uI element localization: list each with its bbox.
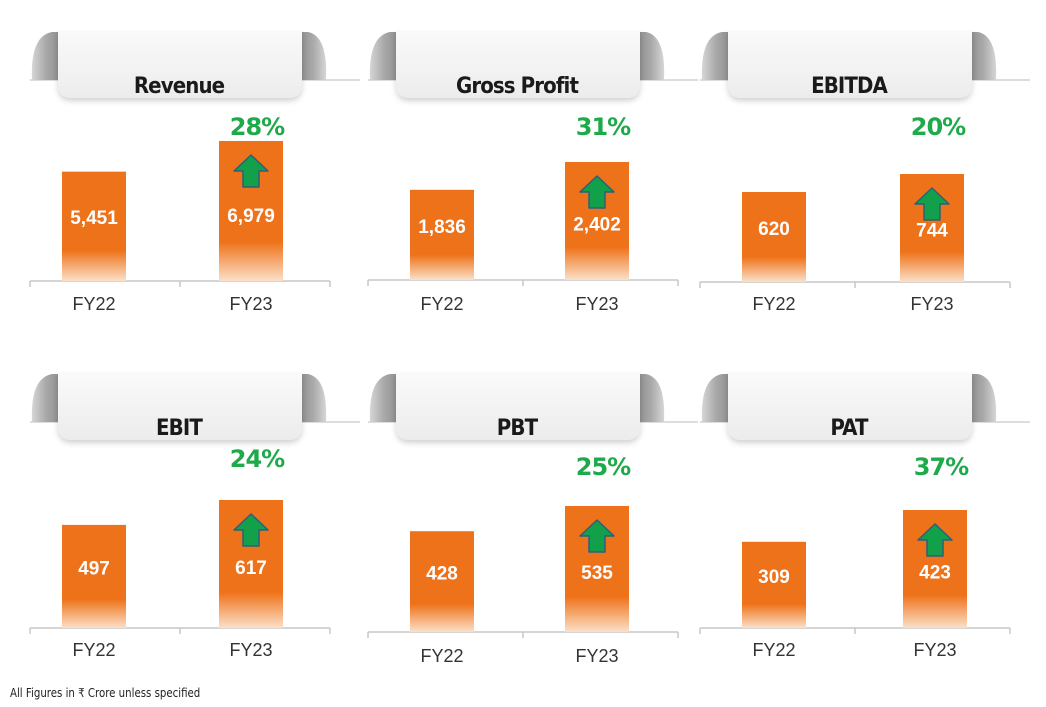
up-arrow-icon: [579, 175, 615, 209]
category-label: FY23: [229, 640, 272, 660]
value-label: 6,979: [227, 206, 275, 227]
value-label: 2,402: [573, 214, 621, 235]
x-axis: [367, 279, 679, 286]
category-label: FY22: [72, 294, 115, 314]
value-label: 5,451: [70, 208, 118, 229]
value-label: 535: [581, 563, 613, 584]
bar-fy22: [742, 541, 806, 628]
bar-fy22: [410, 531, 474, 632]
growth-label: 28%: [230, 113, 285, 141]
category-label: FY23: [913, 640, 956, 660]
category-label: FY22: [72, 640, 115, 660]
gross-profit-panel: Gross Profit 1,836 FY22 2,402 FY23 31%: [367, 30, 698, 350]
pbt-chart: 428 FY22 535 FY23 25%: [367, 453, 679, 666]
revenue-chart: 5,451 FY22 6,979 FY23 28%: [29, 113, 331, 314]
growth-label: 37%: [914, 453, 969, 481]
gross-profit-chart: 1,836 FY22 2,402 FY23 31%: [367, 113, 679, 314]
value-label: 1,836: [418, 217, 466, 238]
x-axis: [29, 280, 331, 287]
chart-title: Revenue: [133, 74, 225, 99]
value-label: 428: [426, 564, 458, 585]
bar-fy22: [410, 189, 474, 280]
up-arrow-icon: [914, 187, 950, 221]
up-arrow-icon: [233, 154, 269, 188]
category-label: FY22: [752, 640, 795, 660]
banner-ribbon: [368, 372, 698, 440]
banner-ribbon: [368, 30, 698, 98]
growth-label: 24%: [230, 445, 285, 473]
x-axis: [29, 627, 331, 634]
category-label: FY23: [575, 294, 618, 314]
up-arrow-icon: [579, 519, 615, 553]
growth-label: 31%: [576, 113, 631, 141]
ebitda-chart: 620 FY22 744 FY23 20%: [699, 113, 1011, 314]
x-axis: [367, 631, 679, 638]
x-axis: [699, 281, 1011, 288]
value-label: 617: [235, 558, 267, 579]
value-label: 497: [78, 558, 110, 579]
chart-title: PBT: [496, 416, 538, 441]
growth-label: 20%: [911, 113, 966, 141]
banner-ribbon: [30, 30, 360, 98]
category-label: FY22: [752, 294, 795, 314]
ebit-panel: EBIT 497 FY22 617 FY23 24%: [29, 372, 360, 692]
up-arrow-icon: [917, 523, 953, 557]
chart-title: EBITDA: [811, 74, 888, 99]
bar-fy22: [62, 524, 126, 628]
pat-panel: PAT 309 FY22 423 FY23 37%: [699, 372, 1030, 692]
value-label: 744: [916, 221, 948, 242]
ebitda-panel: EBITDA 620 FY22 744 FY23 20%: [699, 30, 1030, 350]
category-label: FY23: [910, 294, 953, 314]
footnote: All Figures in ₹ Crore unless specified: [10, 686, 201, 700]
chart-title: EBIT: [156, 416, 203, 441]
pat-chart: 309 FY22 423 FY23 37%: [699, 453, 1011, 660]
revenue-panel: Revenue 5,451 FY22 6,979 FY23 28%: [29, 30, 360, 350]
banner-ribbon: [700, 372, 1030, 440]
chart-title: PAT: [830, 416, 868, 441]
x-axis: [699, 627, 1011, 634]
growth-label: 25%: [576, 453, 631, 481]
value-label: 309: [758, 567, 790, 588]
category-label: FY23: [575, 646, 618, 666]
category-label: FY22: [420, 294, 463, 314]
chart-title: Gross Profit: [455, 74, 579, 99]
bar-fy22: [62, 171, 126, 281]
pbt-panel: PBT 428 FY22 535 FY23 25%: [367, 372, 698, 692]
bar-fy22: [742, 192, 806, 282]
ebit-chart: 497 FY22 617 FY23 24%: [29, 445, 331, 660]
category-label: FY23: [229, 294, 272, 314]
banner-ribbon: [30, 372, 360, 440]
category-label: FY22: [420, 646, 463, 666]
value-label: 620: [758, 219, 790, 240]
up-arrow-icon: [233, 513, 269, 547]
value-label: 423: [919, 562, 951, 583]
banner-ribbon: [700, 30, 1030, 98]
